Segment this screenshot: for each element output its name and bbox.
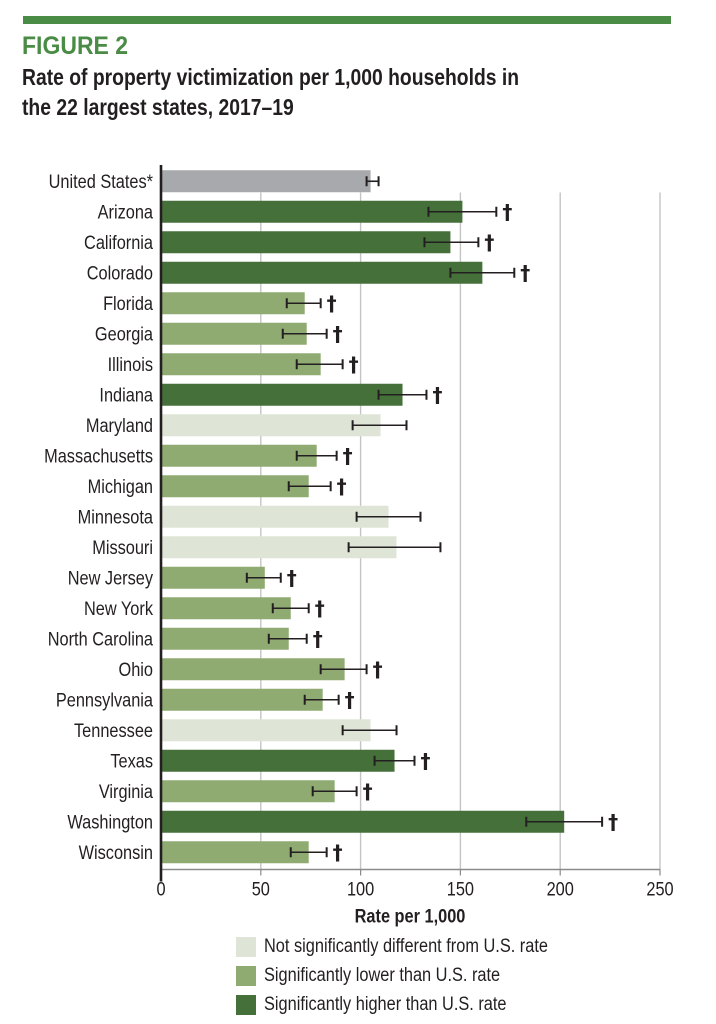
category-label: Virginia — [99, 781, 153, 802]
category-label: Pennsylvania — [56, 690, 153, 711]
x-tick-label: 100 — [347, 878, 374, 899]
bar — [161, 566, 265, 589]
bar — [161, 536, 397, 559]
bar — [161, 627, 289, 650]
category-label: Missouri — [92, 537, 153, 558]
chart-title: Rate of property victimization per 1,000… — [22, 62, 677, 122]
bar — [161, 719, 371, 742]
significance-dagger: † — [520, 261, 530, 285]
legend-item-not-significant: Not significantly different from U.S. ra… — [236, 932, 594, 961]
legend-item-lower: Significantly lower than U.S. rate — [236, 961, 594, 990]
x-axis-label: Rate per 1,000 — [355, 905, 466, 926]
bar — [161, 658, 345, 681]
bar-chart: †††††††††††††††††† United States*Arizona… — [44, 165, 674, 927]
significance-dagger: † — [315, 596, 325, 620]
legend-swatch-not-significant — [236, 936, 256, 957]
significance-dagger: † — [373, 657, 383, 681]
bar — [161, 353, 321, 376]
significance-dagger: † — [337, 474, 347, 498]
category-label: Ohio — [119, 659, 154, 680]
header-rule — [23, 16, 671, 24]
legend-label: Not significantly different from U.S. ra… — [264, 935, 548, 957]
significance-dagger: † — [420, 749, 430, 773]
figure-label: FIGURE 2 — [22, 32, 129, 60]
bar — [161, 292, 305, 315]
bar — [161, 261, 483, 284]
category-label: Illinois — [108, 354, 153, 375]
significance-dagger: † — [287, 566, 297, 590]
bar — [161, 200, 463, 223]
significance-dagger: † — [432, 383, 442, 407]
x-axis: 0 50 100 150 200 250 — [156, 165, 674, 900]
error-bars — [245, 176, 604, 858]
x-tick-label: 0 — [156, 878, 165, 899]
significance-dagger: † — [349, 352, 359, 376]
category-label: Arizona — [98, 202, 153, 223]
category-label: Tennessee — [74, 720, 153, 741]
significance-markers: †††††††††††††††††† — [287, 200, 618, 865]
category-label: New Jersey — [68, 568, 153, 589]
bar — [161, 810, 565, 833]
bar — [161, 780, 335, 803]
category-label: United States* — [49, 171, 153, 192]
legend-swatch-lower — [236, 965, 256, 986]
category-label: Indiana — [99, 385, 153, 406]
x-tick-label: 50 — [252, 878, 270, 899]
category-label: Florida — [103, 293, 153, 314]
bar — [161, 322, 307, 345]
bar — [161, 414, 381, 437]
legend: Not significantly different from U.S. ra… — [236, 932, 594, 1019]
bars — [161, 170, 565, 864]
significance-dagger: † — [333, 322, 343, 346]
category-label: Massachusetts — [44, 446, 153, 467]
significance-dagger: † — [327, 291, 337, 315]
significance-dagger: † — [345, 688, 355, 712]
legend-label: Significantly higher than U.S. rate — [264, 993, 507, 1015]
category-label: Michigan — [88, 476, 153, 497]
bar — [161, 170, 371, 193]
category-label: Wisconsin — [79, 842, 153, 863]
chart-title-line-1: Rate of property victimization per 1,000… — [22, 64, 520, 90]
chart-title-line-2: the 22 largest states, 2017–19 — [22, 94, 294, 120]
category-label: Texas — [110, 751, 153, 772]
x-tick-label: 250 — [646, 878, 673, 899]
bar — [161, 475, 309, 498]
significance-dagger: † — [608, 810, 618, 834]
x-tick-label: 200 — [547, 878, 574, 899]
bar — [161, 749, 395, 772]
significance-dagger: † — [502, 200, 512, 224]
x-tick-label: 150 — [447, 878, 474, 899]
category-labels: United States* Arizona California Colorado F… — [44, 171, 153, 863]
category-label: Colorado — [87, 263, 153, 284]
bar — [161, 444, 317, 467]
legend-label: Significantly lower than U.S. rate — [264, 964, 501, 986]
significance-dagger: † — [363, 779, 373, 803]
significance-dagger: † — [343, 444, 353, 468]
category-label: Washington — [67, 812, 153, 833]
category-label: Georgia — [95, 324, 153, 345]
legend-item-higher: Significantly higher than U.S. rate — [236, 990, 594, 1019]
bar — [161, 383, 403, 406]
legend-swatch-higher — [236, 994, 256, 1015]
category-label: North Carolina — [48, 629, 153, 650]
bar — [161, 231, 451, 254]
significance-dagger: † — [313, 627, 323, 651]
significance-dagger: † — [333, 840, 343, 864]
bar — [161, 597, 291, 620]
category-label: California — [84, 232, 153, 253]
bar — [161, 841, 309, 864]
significance-dagger: † — [484, 230, 494, 254]
category-label: New York — [84, 598, 153, 619]
bar — [161, 505, 389, 528]
category-label: Maryland — [86, 415, 153, 436]
bar — [161, 688, 323, 711]
category-label: Minnesota — [78, 507, 153, 528]
